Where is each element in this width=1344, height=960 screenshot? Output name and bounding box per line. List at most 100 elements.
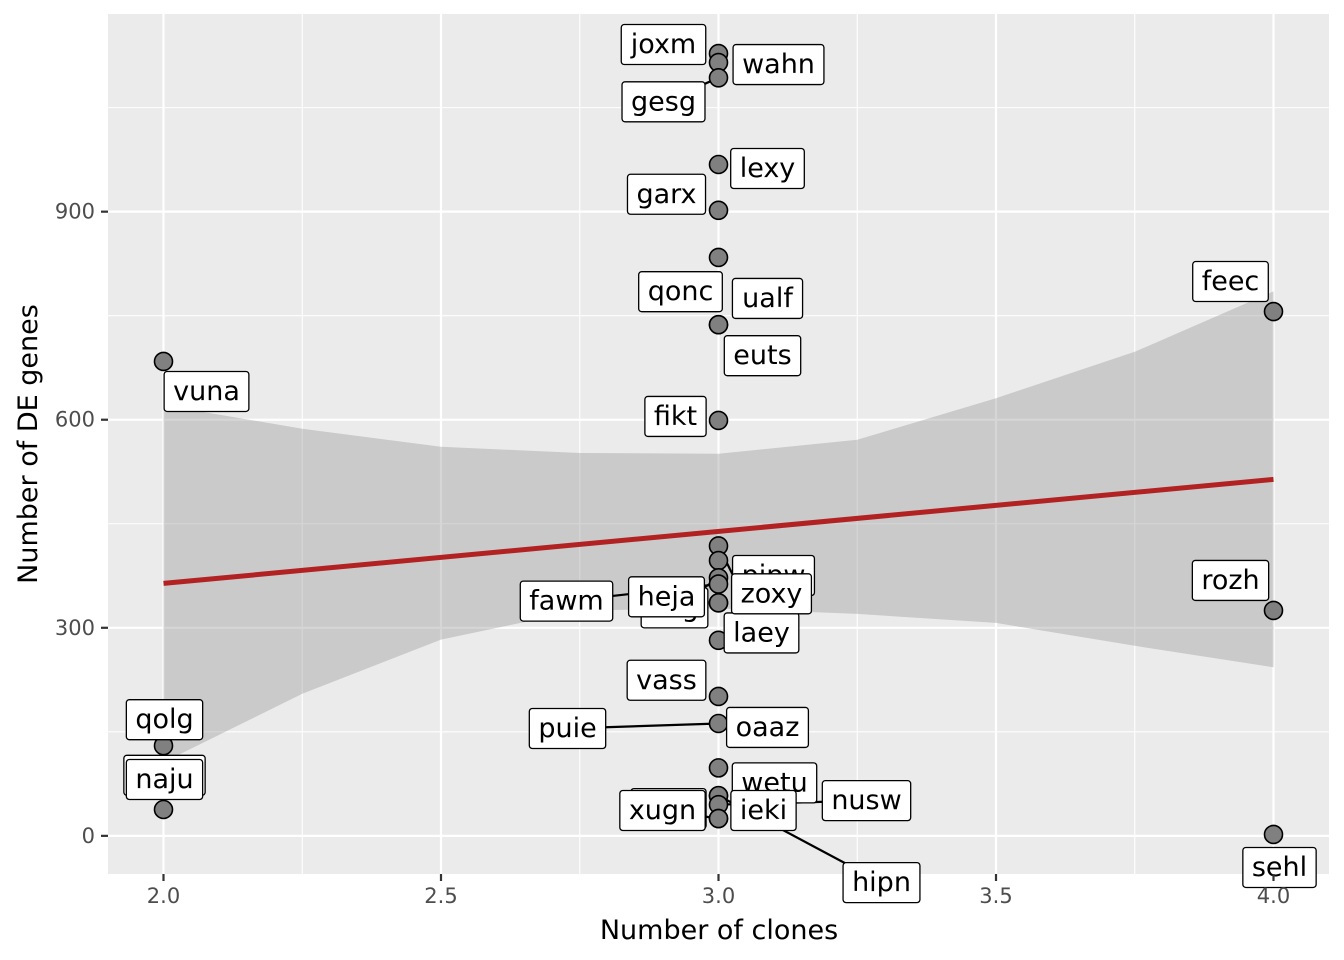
point-label-text: fawm [529,586,603,617]
point-label-box [1192,260,1269,303]
data-point [708,713,729,734]
data-point [708,314,729,335]
y-axis-title: Number of DE genes [13,304,44,584]
point-label-text: zoxy [741,578,803,609]
data-point [708,593,729,613]
point-label: fikt [644,395,707,438]
y-tick-label: 600 [55,408,95,432]
data-points [153,43,1284,845]
point-label-box [519,580,614,622]
point-label-box [626,659,707,701]
point-label: naju [125,758,204,801]
point-label-text: gesg [631,86,696,117]
y-tick-label: 0 [82,824,95,848]
point-label-box [638,271,723,313]
data-point [153,351,174,372]
point-labels: joxm wahn gesg lexy garx ualf qonc euts fikt laey… [123,23,1317,904]
data-point [1263,600,1284,621]
point-label-box [821,779,912,822]
data-point [708,154,729,175]
point-label-box [621,81,706,123]
point-label-box [730,789,797,832]
point-label: qonc [638,271,723,313]
data-point [708,574,729,594]
point-label-text: qonc [648,276,714,307]
point-label-text: rozh [1201,565,1259,596]
point-label-box [732,43,825,86]
point-label: zoxy [730,573,813,615]
y-tick-label: 900 [55,200,95,224]
point-label-text: garx [636,179,696,210]
point-label-box [731,277,804,320]
point-label-text: wahn [742,49,815,80]
axes: 2.0 2.5 3.0 3.5 4.0 0 300 600 900 [55,200,1290,908]
x-tick-label: 3.5 [979,884,1012,908]
point-label-text: joxm [630,29,696,60]
point-label-text: lexy [740,153,796,184]
point-label: puie [528,707,607,750]
point-label-box [627,576,706,618]
point-label-box [620,23,707,66]
point-label: hipn [842,861,921,904]
data-point [708,68,729,88]
point-label: vass [626,659,707,701]
point-label: wahn [732,43,825,86]
point-label-box [163,370,250,413]
point-label-box [842,861,921,904]
point-label-box [528,707,607,750]
data-point [708,686,729,707]
point-label: laey [723,612,800,654]
point-label: ieki [730,789,797,832]
point-label: lexy [730,147,805,190]
point-label: feec [1192,260,1269,303]
point-label-text: oaaz [736,712,800,743]
confidence-band [163,291,1274,763]
point-label-text: xugn [629,795,696,826]
point-label-box [125,758,204,801]
point-label-text: vass [636,665,697,696]
point-label: rozh [1191,559,1270,602]
point-label-text: sehl [1252,852,1307,883]
y-tick-label: 300 [55,616,95,640]
point-label: heja [627,576,706,618]
x-tick-label: 3.0 [702,884,735,908]
point-label: ualf [731,277,804,320]
point-label: qolg [125,699,204,741]
data-point [1263,301,1284,322]
point-label-box [125,699,204,741]
data-point [708,410,729,431]
data-point [153,799,174,820]
x-tick-label: 4.0 [1257,884,1290,908]
point-label: euts [723,335,802,377]
data-point [708,200,729,221]
fit-line [163,476,1274,586]
x-axis-title: Number of clones [600,915,838,946]
data-point [708,247,729,268]
point-label: vuna [163,370,250,413]
point-label-box [725,706,810,749]
point-label-box [730,573,813,615]
data-point [708,808,729,829]
x-tick-label: 2.0 [147,884,180,908]
point-label: oaaz [725,706,810,749]
point-label-text: ualf [742,283,794,314]
point-label-text: naju [135,764,193,795]
point-label-box [723,335,802,377]
point-label-box [644,395,707,438]
point-label-text: ieki [740,795,787,826]
point-label-text: fikt [654,401,697,432]
x-tick-label: 2.5 [424,884,457,908]
point-label-text: laey [733,617,790,648]
data-point [1263,824,1284,845]
point-label-text: vuna [173,376,240,407]
point-label-text: heja [638,581,696,612]
point-label: garx [626,173,707,215]
point-label: joxm [620,23,707,66]
point-label: fawm [519,580,614,622]
point-label-box [619,789,706,832]
data-point [708,550,729,571]
point-label-text: qolg [135,704,193,735]
point-label-box [1242,846,1317,889]
point-label: nusw [821,779,912,822]
